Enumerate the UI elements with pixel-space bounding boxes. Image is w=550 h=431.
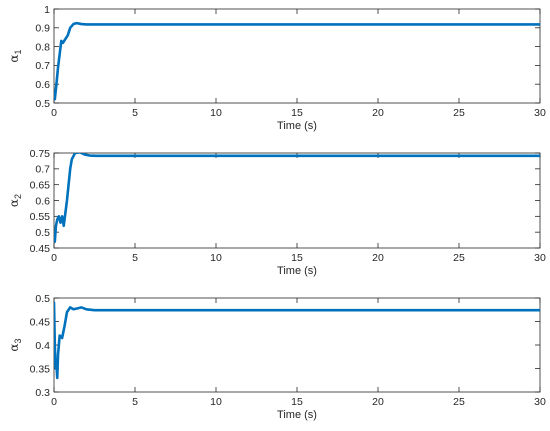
y-tick-label-2-1: 0.5: [35, 227, 50, 239]
y-axis-subscript-2: 2: [13, 194, 23, 199]
y-tick-label-1-4: 0.9: [35, 23, 50, 35]
x-tick-label-1-0: 0: [51, 107, 57, 119]
y-tick-label-3-1: 0.35: [30, 363, 51, 375]
x-axis-label-1: Time (s): [277, 120, 317, 132]
y-tick-label-1-2: 0.7: [35, 60, 50, 72]
x-tick-label-2-6: 30: [534, 252, 546, 264]
x-tick-label-3-3: 15: [291, 396, 303, 408]
y-tick-label-3-3: 0.45: [30, 316, 51, 328]
x-tick-label-1-2: 10: [210, 107, 222, 119]
x-tick-label-3-6: 30: [534, 396, 546, 408]
subplot-3: 0 5 10 15 20 25 30 0.3 0.35 0.4 0.45 0.5 Time (s) α3: [7, 293, 546, 421]
x-tick-label-3-5: 25: [453, 396, 465, 408]
x-tick-label-2-1: 5: [132, 252, 138, 264]
y-axis-subscript-3: 3: [13, 338, 23, 343]
y-axis-symbol-3: α: [7, 343, 21, 351]
y-axis-symbol-2: α: [7, 199, 21, 207]
y-tick-label-1-3: 0.8: [35, 41, 50, 53]
x-tick-label-2-0: 0: [51, 252, 57, 264]
x-axis-label-2: Time (s): [277, 265, 317, 277]
axes-box-1: [53, 8, 541, 104]
x-tick-label-1-1: 5: [132, 107, 138, 119]
x-tick-label-2-2: 10: [210, 252, 222, 264]
y-tick-label-3-2: 0.4: [35, 340, 50, 352]
x-tick-label-1-5: 25: [453, 107, 465, 119]
x-tick-label-3-4: 20: [372, 396, 384, 408]
axes-box-2: [53, 152, 541, 249]
x-tick-label-3-2: 10: [210, 396, 222, 408]
axes-box-3: [53, 297, 541, 393]
y-tick-label-1-5: 1: [44, 4, 50, 16]
y-axis-label-3: α3: [7, 338, 23, 351]
y-tick-label-2-2: 0.55: [30, 211, 51, 223]
x-tick-label-2-3: 15: [291, 252, 303, 264]
x-tick-label-1-4: 20: [372, 107, 384, 119]
x-tick-label-1-6: 30: [534, 107, 546, 119]
x-axis-label-3: Time (s): [277, 409, 317, 421]
y-tick-label-2-5: 0.7: [35, 164, 50, 176]
y-tick-label-1-1: 0.6: [35, 79, 50, 91]
y-axis-label-2: α2: [7, 194, 23, 207]
y-tick-label-3-0: 0.3: [35, 387, 50, 399]
y-axis-symbol-1: α: [7, 54, 21, 62]
x-tick-label-2-4: 20: [372, 252, 384, 264]
series-line-2-0: [54, 153, 540, 243]
x-tick-label-3-1: 5: [132, 396, 138, 408]
y-tick-label-2-0: 0.45: [30, 243, 51, 255]
y-axis-subscript-1: 1: [13, 49, 23, 54]
series-line-1-0: [54, 21, 540, 101]
x-tick-label-2-5: 25: [453, 252, 465, 264]
y-tick-label-2-3: 0.6: [35, 195, 50, 207]
series-line-3-0: [54, 301, 540, 380]
y-tick-label-2-4: 0.65: [30, 179, 51, 191]
y-tick-label-1-0: 0.5: [35, 98, 50, 110]
y-tick-label-2-6: 0.75: [30, 148, 51, 160]
x-tick-label-1-3: 15: [291, 107, 303, 119]
y-tick-label-3-4: 0.5: [35, 293, 50, 305]
subplot-2: 0 5 10 15 20 25 30 0.45 0.5 0.55 0.6 0.65 0.7 0.75 Tim…: [7, 148, 546, 277]
y-axis-label-1: α1: [7, 49, 23, 62]
x-tick-label-3-0: 0: [51, 396, 57, 408]
